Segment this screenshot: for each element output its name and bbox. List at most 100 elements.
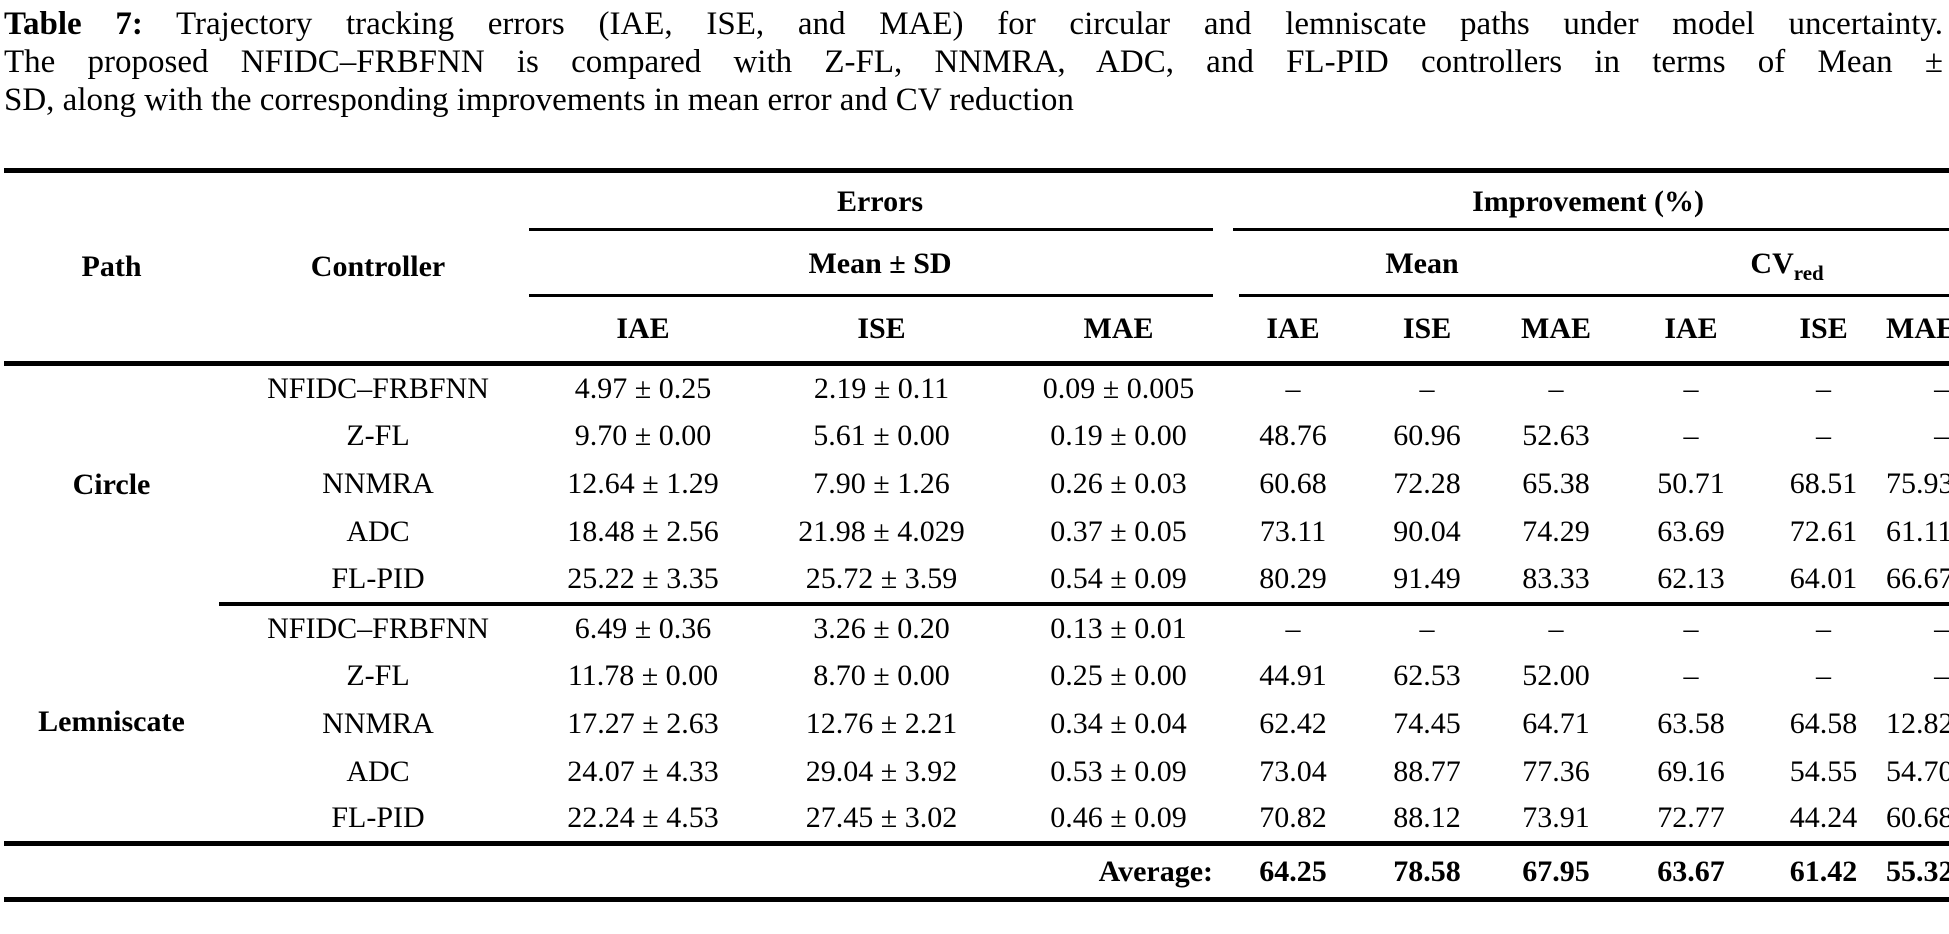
- controller-cell: NNMRA: [322, 466, 434, 500]
- improvement-mean-iae-cell: 60.68: [1259, 466, 1327, 500]
- improvement-cv-iae-cell: –: [1683, 658, 1699, 692]
- path-column-header: Path: [4, 170, 219, 366]
- improvement-cv-iae-cell: –: [1683, 371, 1699, 405]
- improvement-cv-ise-cell: –: [1816, 371, 1832, 405]
- error-ise-cell: 27.45 ± 3.02: [805, 801, 958, 835]
- controller-cell: NFIDC–FRBFNN: [267, 371, 489, 405]
- improvement-mean-mae-cell: 74.29: [1522, 514, 1590, 548]
- table-row-circle-zfl: Z-FL 9.70 ± 0.00 5.61 ± 0.00 0.19 ± 0.00…: [4, 412, 1949, 460]
- controller-cell: FL-PID: [331, 801, 425, 835]
- improvement-cv-iae-cell: 72.77: [1657, 801, 1725, 835]
- improvement-mean-mae-cell: 77.36: [1522, 754, 1590, 788]
- improvement-mean-ise-cell: 74.45: [1393, 706, 1461, 740]
- improvement-cv-iae-cell: 69.16: [1657, 754, 1725, 788]
- improvement-mean-iae-cell: 70.82: [1259, 801, 1327, 835]
- improvement-mean-ise-cell: –: [1419, 371, 1435, 405]
- table-row-circle-nnmra: NNMRA 12.64 ± 1.29 7.90 ± 1.26 0.26 ± 0.…: [4, 460, 1949, 508]
- caption-text-1: Trajectory tracking errors (IAE, ISE, an…: [175, 6, 1944, 42]
- improvement-cv-mae-cell: –: [1934, 418, 1949, 452]
- improvement-mean-iae-cell: 62.42: [1259, 706, 1327, 740]
- error-ise-cell: 29.04 ± 3.92: [805, 754, 958, 788]
- error-iae-cell: 18.48 ± 2.56: [567, 514, 719, 548]
- improvement-mean-ise-cell: –: [1419, 611, 1435, 645]
- table-row-lemniscate-adc: ADC 24.07 ± 4.33 29.04 ± 3.92 0.53 ± 0.0…: [4, 748, 1949, 796]
- error-mae-cell: 0.26 ± 0.03: [1050, 466, 1187, 500]
- metric-header-cv-mae: MAE: [1886, 296, 1949, 366]
- error-iae-cell: 4.97 ± 0.25: [574, 371, 712, 405]
- improvement-cv-mae-cell: 12.82: [1886, 706, 1949, 740]
- table-row-lemniscate-flpid: FL-PID 22.24 ± 4.53 27.45 ± 3.02 0.46 ± …: [4, 796, 1949, 844]
- paper-page: Table 7: Trajectory tracking errors (IAE…: [4, 6, 1949, 902]
- improvement-cv-ise-cell: 54.55: [1789, 754, 1858, 788]
- improvement-mean-mae-cell: 83.33: [1491, 555, 1622, 606]
- improvement-cv-ise-cell: 68.51: [1789, 466, 1858, 500]
- error-ise-cell: 21.98 ± 4.029: [798, 514, 965, 548]
- error-iae-cell: 25.22 ± 3.35: [537, 555, 749, 606]
- improvement-cv-iae-cell: –: [1683, 418, 1699, 452]
- table-header: Path Controller Errors Improvement (%) M…: [4, 170, 1949, 366]
- improvement-cv-mae-cell: 60.68: [1886, 801, 1949, 835]
- improvement-cv-ise-cell: –: [1816, 611, 1832, 645]
- controller-cell: NNMRA: [322, 706, 434, 740]
- error-mae-cell: 0.54 ± 0.09: [1014, 555, 1224, 606]
- metric-header-mean-iae: IAE: [1223, 296, 1364, 366]
- errors-group-header: Errors: [528, 171, 1223, 231]
- improvement-mean-mae-cell: 65.38: [1522, 466, 1590, 500]
- metric-header-mean-ise: ISE: [1363, 296, 1492, 366]
- average-mean-mae: 67.95: [1491, 841, 1622, 900]
- table-row-circle-flpid: FL-PID 25.22 ± 3.35 25.72 ± 3.59 0.54 ± …: [4, 555, 1949, 606]
- error-ise-cell: 2.19 ± 0.11: [813, 371, 950, 405]
- improvement-mean-iae-cell: 80.29: [1223, 555, 1364, 606]
- path-cell-lemniscate: Lemniscate: [38, 705, 185, 739]
- table-row-lemniscate-nfidc: Lemniscate NFIDC–FRBFNN 6.49 ± 0.36 3.26…: [4, 604, 1949, 739]
- error-ise-cell: 12.76 ± 2.21: [805, 706, 958, 740]
- improvement-cv-mae-cell: 61.11: [1886, 514, 1949, 548]
- results-table: Path Controller Errors Improvement (%) M…: [4, 168, 1949, 902]
- header-row-metrics: IAE ISE MAE IAE ISE MAE IAE ISE MAE: [4, 296, 1949, 366]
- error-iae-cell: 11.78 ± 0.00: [567, 658, 719, 692]
- improvement-mean-ise-cell: 88.77: [1393, 754, 1461, 788]
- cv-red-subheader: CVred: [1595, 231, 1949, 297]
- metric-header-error-ise: ISE: [749, 296, 1014, 366]
- table-body: Circle NFIDC–FRBFNN 4.97 ± 0.25 2.19 ± 0…: [4, 364, 1949, 900]
- table-row-lemniscate-nnmra: NNMRA 17.27 ± 2.63 12.76 ± 2.21 0.34 ± 0…: [4, 700, 1949, 748]
- error-iae-cell: 9.70 ± 0.00: [574, 418, 712, 452]
- improvement-mean-iae-cell: –: [1285, 611, 1301, 645]
- error-mae-cell: 0.53 ± 0.09: [1050, 754, 1187, 788]
- metric-header-cv-ise: ISE: [1761, 296, 1887, 366]
- improvement-mean-iae-cell: 44.91: [1259, 658, 1327, 692]
- error-mae-cell: 0.19 ± 0.00: [1050, 418, 1187, 452]
- improvement-mean-mae-cell: 73.91: [1522, 801, 1590, 835]
- caption-table-number: Table 7:: [4, 6, 143, 42]
- cv-subscript: red: [1793, 260, 1824, 285]
- metric-header-error-iae: IAE: [537, 296, 749, 366]
- improvement-cv-ise-cell: 44.24: [1789, 801, 1858, 835]
- error-mae-cell: 0.46 ± 0.09: [1050, 801, 1187, 835]
- average-label: Average:: [4, 841, 1224, 900]
- error-iae-cell: 6.49 ± 0.36: [574, 611, 712, 645]
- improvement-cv-mae-cell: 66.67: [1886, 555, 1949, 606]
- improvement-cv-mae-cell: –: [1934, 371, 1949, 405]
- improvement-cv-ise-cell: 64.58: [1789, 706, 1858, 740]
- improvement-cv-mae-cell: –: [1934, 611, 1949, 645]
- average-mean-iae: 64.25: [1223, 841, 1364, 900]
- average-cv-ise: 61.42: [1761, 841, 1887, 900]
- improvement-mean-mae-cell: –: [1548, 371, 1564, 405]
- improvement-cv-iae-cell: 62.13: [1621, 555, 1762, 606]
- mean-subheader: Mean: [1223, 231, 1621, 297]
- improvement-mean-mae-cell: 64.71: [1522, 706, 1590, 740]
- error-mae-cell: 0.37 ± 0.05: [1050, 514, 1187, 548]
- improvement-mean-ise-cell: 62.53: [1393, 658, 1461, 692]
- improvement-mean-ise-cell: 88.12: [1393, 801, 1461, 835]
- error-iae-cell: 22.24 ± 4.53: [567, 801, 719, 835]
- improvement-mean-ise-cell: 60.96: [1393, 418, 1461, 452]
- error-mae-cell: 0.25 ± 0.00: [1050, 658, 1187, 692]
- error-iae-cell: 24.07 ± 4.33: [567, 754, 719, 788]
- average-cv-iae: 63.67: [1621, 841, 1762, 900]
- improvement-mean-ise-cell: 90.04: [1393, 514, 1461, 548]
- error-ise-cell: 3.26 ± 0.20: [813, 611, 950, 645]
- improvement-mean-iae-cell: 73.04: [1259, 754, 1327, 788]
- improvement-mean-iae-cell: 73.11: [1259, 514, 1327, 548]
- error-mae-cell: 0.34 ± 0.04: [1050, 706, 1187, 740]
- improvement-mean-ise-cell: 91.49: [1363, 555, 1492, 606]
